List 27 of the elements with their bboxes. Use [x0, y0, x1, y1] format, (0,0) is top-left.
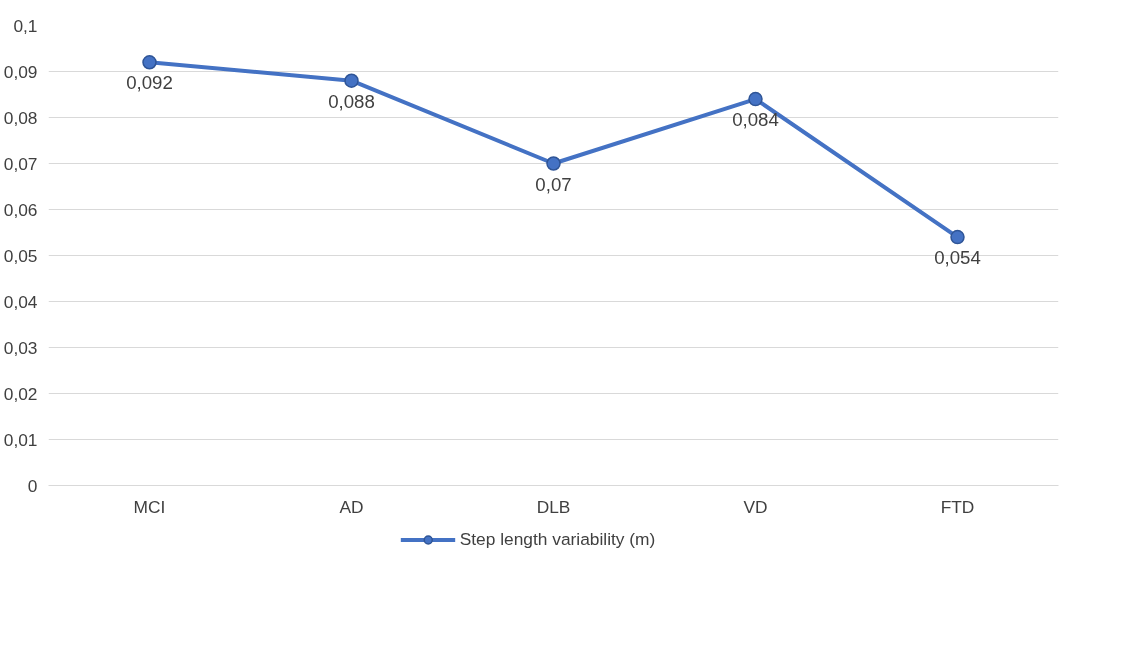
x-tick-label: MCI: [133, 496, 166, 517]
x-tick-label: VD: [743, 496, 768, 517]
y-tick-label: 0,01: [3, 429, 38, 450]
point: [748, 91, 763, 107]
data-label: 0,092: [126, 72, 173, 94]
y-tick-label: 0,02: [3, 383, 38, 404]
point: [950, 229, 965, 245]
point: [142, 55, 157, 70]
legend-label: Step length variability (m): [459, 528, 656, 550]
y-tick-label: 0,07: [3, 153, 38, 174]
y-tick-label: 0,1: [13, 15, 38, 36]
point: [546, 156, 561, 171]
y-tick-label: 0: [27, 475, 38, 496]
x-tick-label: AD: [339, 496, 364, 517]
x-tick-label: FTD: [940, 496, 975, 517]
y-tick-label: 0,05: [3, 245, 38, 266]
x-tick-label: DLB: [536, 496, 571, 517]
y-tick-label: 0,08: [3, 107, 38, 128]
data-label: 0,054: [934, 247, 981, 269]
data-label: 0,088: [328, 90, 375, 112]
data-label: 0,084: [732, 109, 779, 131]
data-label: 0,07: [535, 173, 572, 195]
y-tick-label: 0,06: [3, 199, 38, 220]
y-tick-label: 0,09: [3, 61, 38, 82]
y-tick-label: 0,03: [3, 337, 38, 358]
point: [344, 73, 359, 88]
y-tick-label: 0,04: [3, 291, 38, 312]
